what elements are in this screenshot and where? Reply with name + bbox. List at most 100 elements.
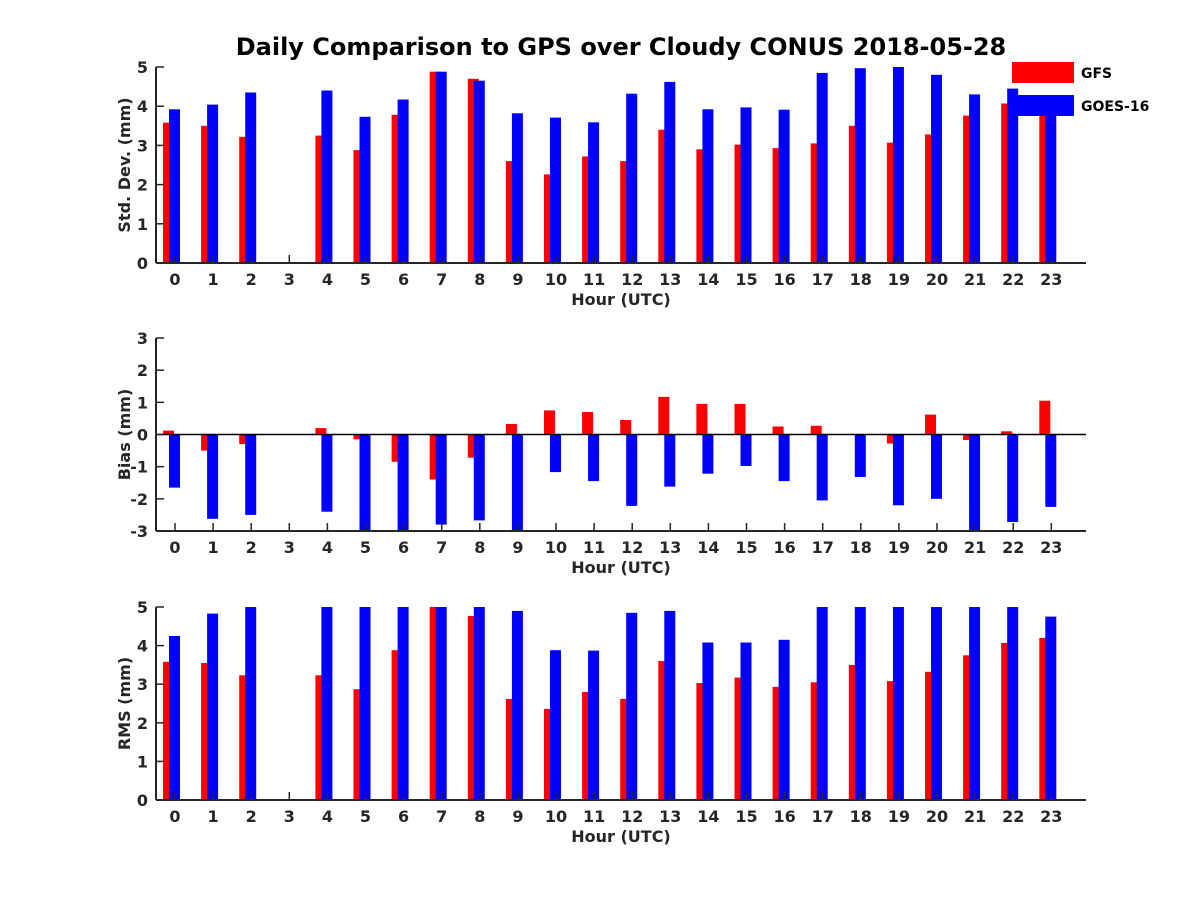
bar-goes-16-hour-22 [1007, 607, 1019, 800]
x-axis-label: Hour (UTC) [571, 558, 671, 577]
bar-goes-16-hour-15 [740, 107, 752, 264]
bar-goes-16-hour-14 [702, 642, 714, 800]
bar-goes-16-hour-19 [892, 607, 904, 800]
bar-gfs-hour-0 [163, 430, 174, 435]
legend-label-gfs: GFS [1081, 66, 1112, 82]
x-tick-label: 9 [512, 270, 523, 289]
x-tick-label: 18 [850, 270, 872, 289]
x-tick-label: 0 [169, 807, 180, 826]
bar-gfs-hour-23 [1039, 400, 1051, 435]
bar-gfs-hour-5 [353, 150, 365, 263]
x-axis-label: Hour (UTC) [571, 827, 671, 846]
bar-goes-16-hour-13 [664, 610, 676, 800]
x-tick-label: 4 [322, 807, 333, 826]
y-tick-label: 0 [137, 254, 148, 273]
bar-goes-16-hour-2 [245, 92, 257, 263]
bar-goes-16-hour-19 [892, 67, 904, 263]
bar-goes-16-hour-14 [702, 109, 714, 263]
chart-title: Daily Comparison to GPS over Cloudy CONU… [236, 33, 1007, 61]
bar-goes-16-hour-21 [969, 434, 981, 531]
y-tick-label: 2 [137, 714, 148, 733]
x-tick-label: 13 [659, 807, 681, 826]
bar-goes-16-hour-18 [854, 68, 866, 263]
bar-goes-16-hour-4 [321, 90, 333, 263]
bar-goes-16-hour-0 [169, 636, 180, 800]
bar-goes-16-hour-17 [816, 607, 828, 800]
bar-gfs-hour-11 [582, 691, 594, 800]
bar-gfs-hour-21 [963, 434, 975, 440]
x-tick-label: 8 [474, 807, 485, 826]
bar-goes-16-hour-14 [702, 434, 714, 474]
bar-goes-16-hour-13 [664, 81, 676, 264]
bar-gfs-hour-7 [429, 607, 441, 800]
y-tick-label: 1 [137, 215, 148, 234]
x-tick-label: 18 [850, 538, 872, 557]
y-tick-label: 2 [137, 361, 148, 380]
x-tick-label: 3 [284, 807, 295, 826]
x-tick-label: 0 [169, 270, 180, 289]
y-tick-label: 4 [137, 97, 148, 116]
bar-goes-16-hour-20 [931, 74, 942, 263]
bar-goes-16-hour-8 [473, 434, 485, 521]
x-tick-label: 15 [735, 538, 757, 557]
bar-goes-16-hour-11 [588, 434, 600, 482]
x-tick-label: 18 [850, 807, 872, 826]
x-tick-label: 2 [246, 807, 257, 826]
y-tick-label: 3 [137, 329, 148, 348]
bar-gfs-hour-10 [544, 410, 555, 435]
x-tick-label: 3 [284, 270, 295, 289]
bar-gfs-hour-0 [163, 122, 174, 263]
bar-gfs-hour-15 [734, 677, 746, 800]
x-tick-label: 19 [888, 807, 910, 826]
x-tick-label: 5 [360, 270, 371, 289]
bar-goes-16-hour-16 [778, 639, 790, 800]
bar-gfs-hour-2 [239, 675, 251, 800]
x-tick-label: 22 [1002, 538, 1024, 557]
bar-gfs-hour-2 [239, 136, 251, 263]
bar-goes-16-hour-18 [854, 434, 866, 477]
x-tick-label: 2 [246, 270, 257, 289]
bar-goes-16-hour-11 [588, 122, 600, 263]
bar-gfs-hour-8 [467, 615, 479, 800]
legend-label-goes-16: GOES-16 [1081, 99, 1149, 115]
x-tick-label: 14 [697, 807, 719, 826]
bar-goes-16-hour-15 [740, 434, 752, 466]
x-tick-label: 19 [888, 270, 910, 289]
x-tick-label: 4 [322, 538, 333, 557]
chart-legend: GFS GOES-16 [1012, 62, 1149, 116]
bar-goes-16-hour-12 [626, 93, 638, 263]
x-tick-label: 7 [436, 270, 447, 289]
bar-gfs-hour-17 [810, 682, 822, 800]
bar-goes-16-hour-10 [550, 434, 561, 473]
x-tick-label: 10 [545, 270, 567, 289]
bar-gfs-hour-10 [544, 708, 555, 800]
bar-goes-16-hour-8 [473, 80, 485, 263]
x-tick-label: 16 [773, 807, 795, 826]
bar-goes-16-hour-0 [169, 109, 180, 263]
x-tick-label: 0 [169, 538, 180, 557]
bar-goes-16-hour-11 [588, 650, 600, 800]
bar-goes-16-hour-7 [435, 607, 447, 800]
y-tick-label: 3 [137, 136, 148, 155]
x-tick-label: 23 [1040, 807, 1062, 826]
bar-gfs-hour-6 [391, 650, 403, 800]
x-tick-label: 1 [208, 807, 219, 826]
x-tick-label: 6 [398, 807, 409, 826]
bar-goes-16-hour-1 [207, 104, 219, 263]
bar-gfs-hour-17 [810, 425, 822, 435]
x-tick-label: 13 [659, 270, 681, 289]
x-tick-label: 4 [322, 270, 333, 289]
bar-gfs-hour-20 [925, 134, 936, 263]
bar-gfs-hour-19 [886, 681, 898, 800]
y-tick-label: 5 [137, 58, 148, 77]
x-tick-label: 15 [735, 807, 757, 826]
bar-gfs-hour-14 [696, 149, 708, 263]
y-tick-label: 3 [137, 675, 148, 694]
bar-goes-16-hour-23 [1045, 106, 1057, 263]
bar-gfs-hour-11 [582, 156, 594, 263]
bar-goes-16-hour-12 [626, 434, 638, 506]
bar-gfs-hour-15 [734, 403, 746, 435]
bar-gfs-hour-13 [658, 396, 670, 435]
